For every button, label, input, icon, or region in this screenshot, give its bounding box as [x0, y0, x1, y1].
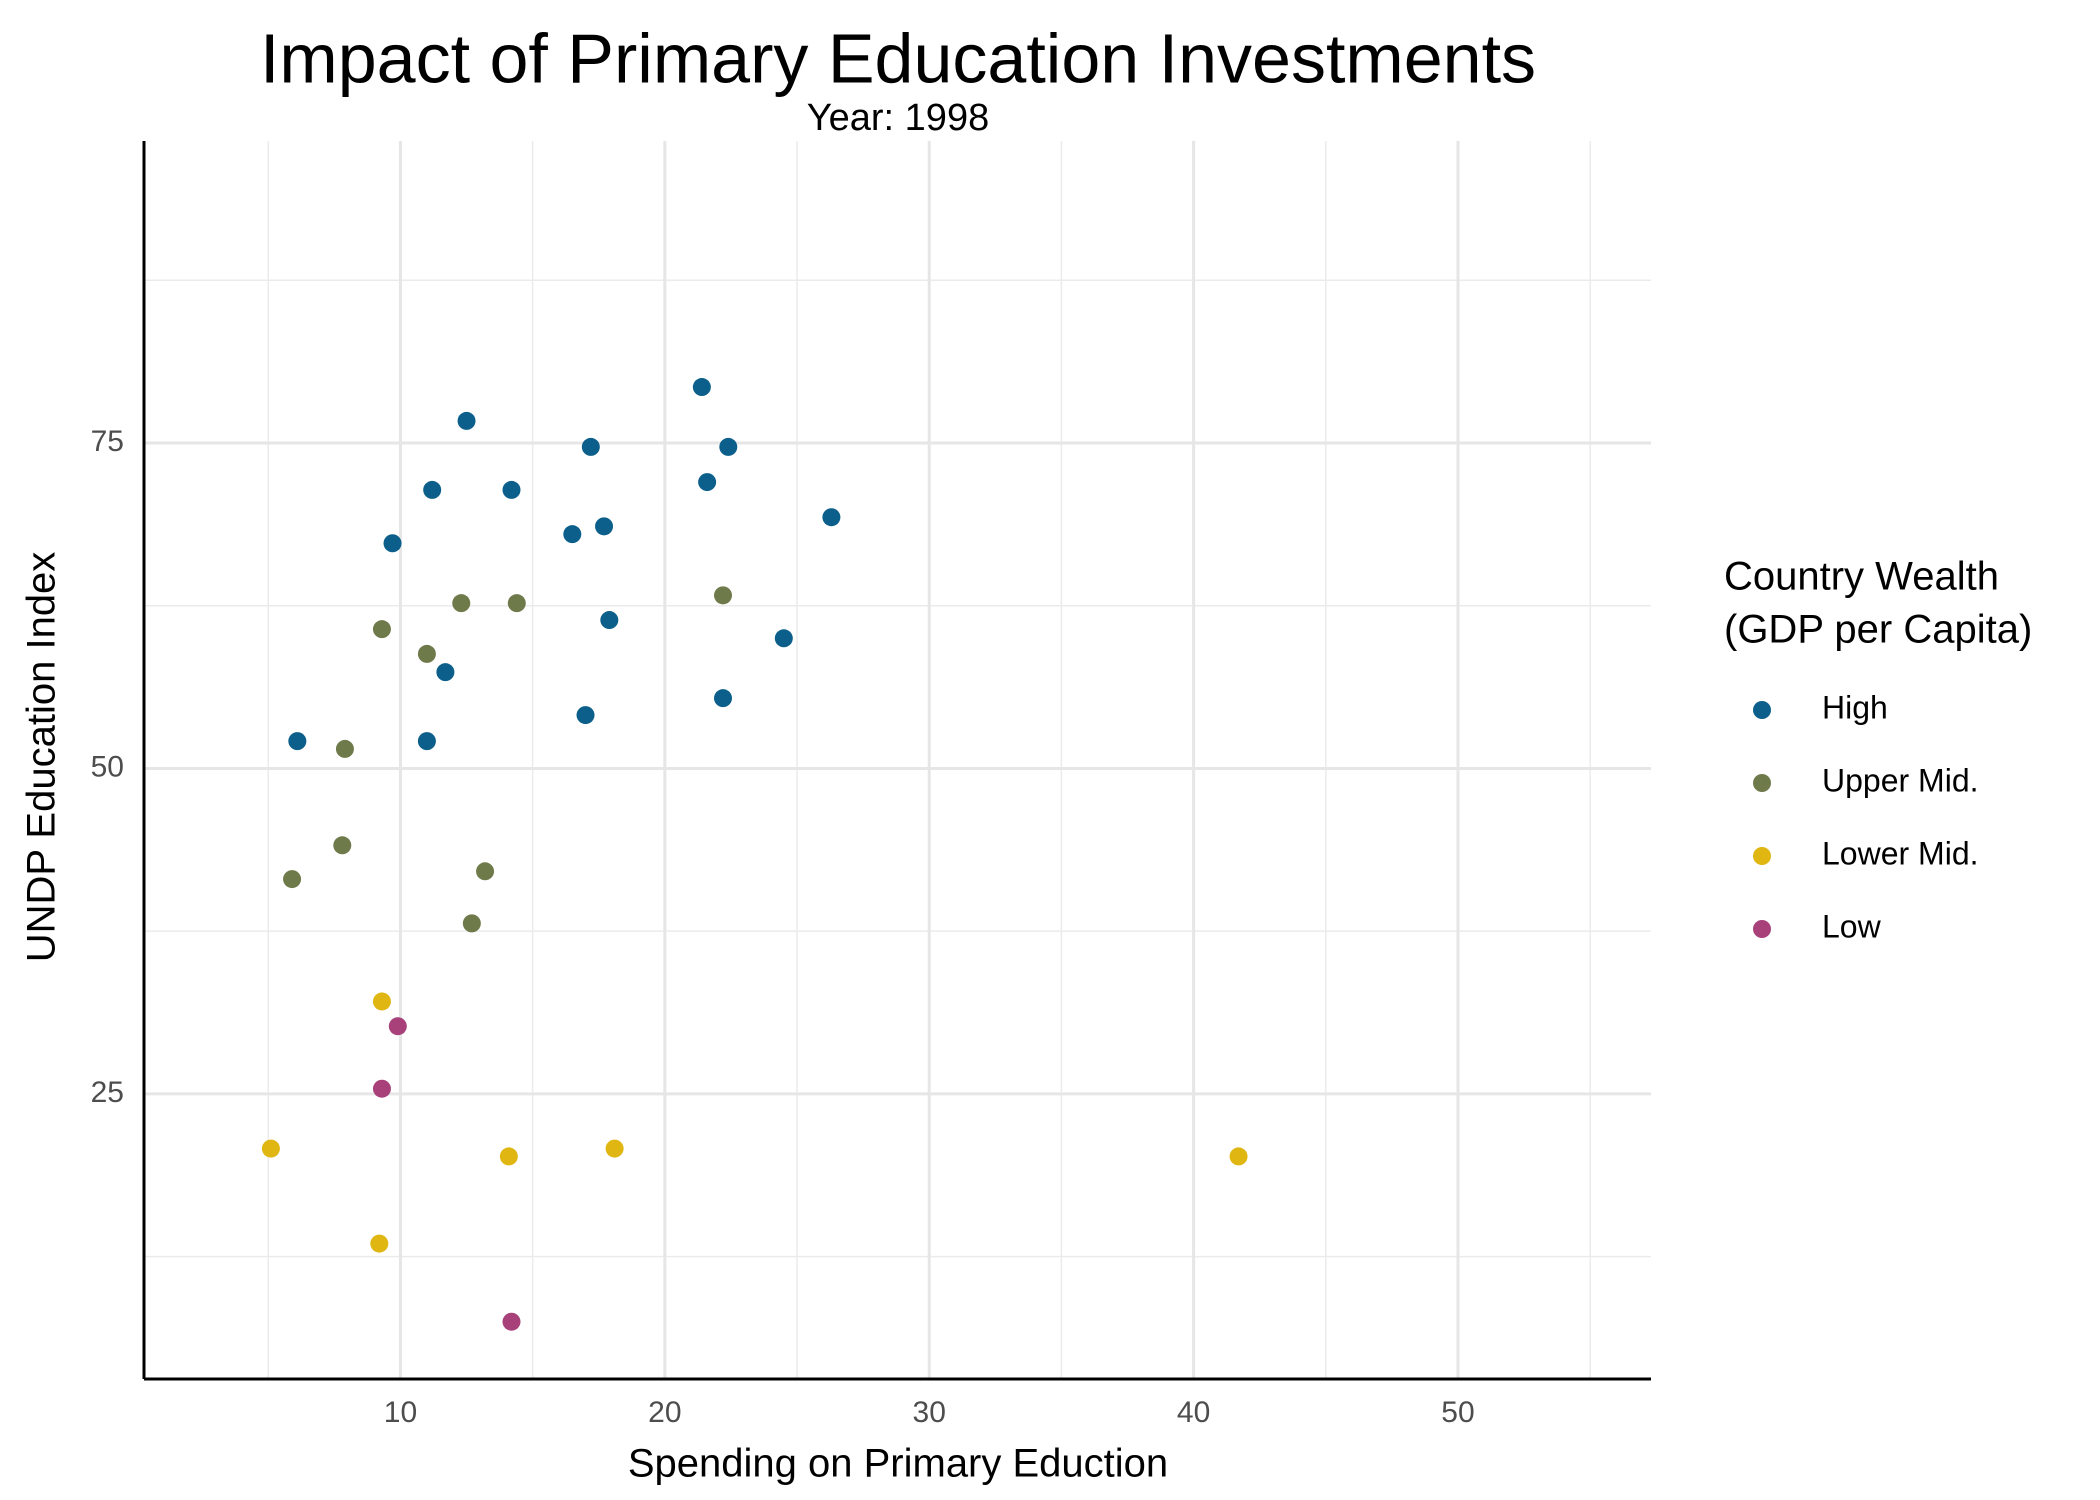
x-tick-label: 20 [648, 1396, 681, 1429]
point [1229, 1147, 1248, 1166]
legend-title: (GDP per Capita) [1724, 608, 2032, 652]
point [462, 914, 481, 933]
point [774, 629, 793, 648]
point [370, 1234, 389, 1253]
point [417, 644, 436, 663]
point [507, 594, 526, 613]
point [372, 620, 391, 639]
point [563, 525, 582, 544]
point [417, 732, 436, 751]
point [457, 411, 476, 430]
point [388, 1017, 407, 1036]
point [502, 1312, 521, 1331]
legend-label: Lower Mid. [1822, 835, 1979, 871]
point [605, 1139, 624, 1158]
y-tick-label: 50 [91, 750, 124, 783]
point [288, 732, 307, 751]
chart-subtitle: Year: 1998 [807, 97, 989, 139]
point [576, 706, 595, 725]
point [452, 594, 471, 613]
point [714, 689, 733, 708]
y-tick-label: 75 [91, 425, 124, 458]
point [714, 586, 733, 605]
point [372, 992, 391, 1011]
x-tick-label: 10 [384, 1396, 417, 1429]
legend-marker [1753, 847, 1771, 865]
legend: Country Wealth (GDP per Capita) High Upper … [1724, 555, 2032, 945]
point [822, 508, 841, 527]
legend-label: Upper Mid. [1822, 762, 1979, 798]
point [436, 663, 455, 682]
grid [144, 141, 1651, 1379]
point [372, 1079, 391, 1098]
point [698, 473, 717, 492]
point [261, 1139, 280, 1158]
x-tick-label: 40 [1177, 1396, 1210, 1429]
y-axis-title: UNDP Education Index [20, 552, 64, 963]
x-axis-title: Spending on Primary Eduction [628, 1442, 1168, 1486]
point [719, 437, 738, 456]
legend-marker [1753, 774, 1771, 792]
legend-title: Country Wealth [1724, 555, 1999, 599]
legend-label: Low [1822, 908, 1882, 944]
legend-marker [1753, 920, 1771, 938]
legend-label: High [1822, 689, 1888, 725]
point [595, 517, 614, 536]
point [502, 480, 521, 499]
x-tick-label: 30 [913, 1396, 946, 1429]
points [261, 378, 1248, 1331]
y-tick-label: 25 [91, 1076, 124, 1109]
point [423, 480, 442, 499]
point [499, 1147, 518, 1166]
point [581, 437, 600, 456]
legend-marker [1753, 701, 1771, 719]
point [476, 862, 495, 881]
point [335, 739, 354, 758]
point [692, 378, 711, 397]
x-tick-label: 50 [1441, 1396, 1474, 1429]
chart-title: Impact of Primary Education Investments [260, 19, 1536, 97]
point [333, 836, 352, 855]
point [283, 870, 302, 889]
point [600, 611, 619, 630]
point [383, 534, 402, 553]
